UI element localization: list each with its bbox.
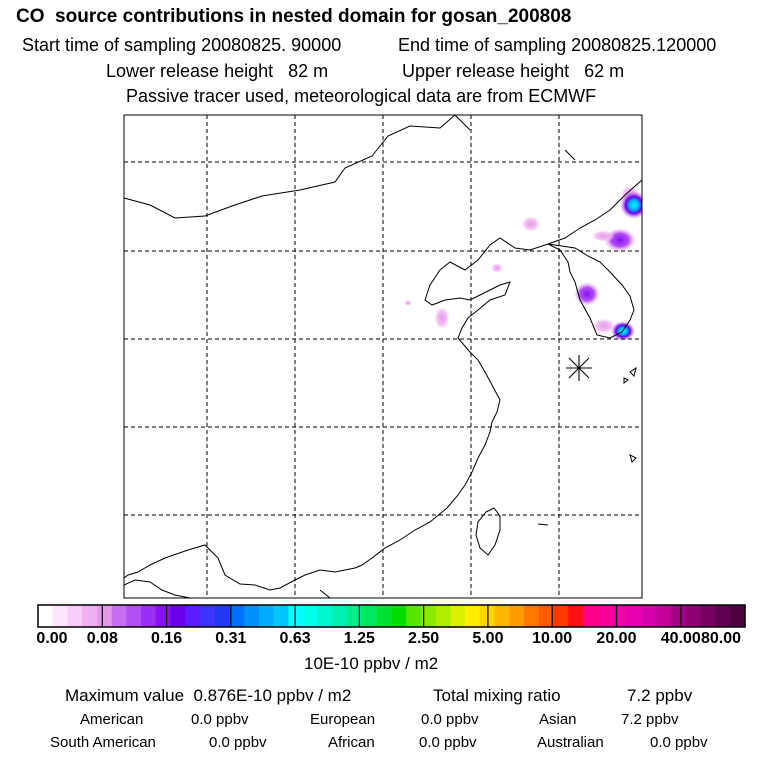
colorbar-cell (509, 605, 525, 627)
region-name: African (328, 734, 375, 751)
colorbar-cell (288, 605, 304, 627)
colorbar-cell (96, 605, 113, 627)
coastline-layer (124, 115, 642, 598)
colorbar-tick-label: 40.00 (660, 630, 701, 647)
region-value: 0.0 ppbv (209, 734, 267, 751)
map-frame (123, 114, 643, 599)
colorbar-tick-label: 1.25 (343, 630, 375, 647)
region-name: Australian (537, 734, 604, 751)
colorbar-tick-label: 0.63 (279, 630, 311, 647)
colorbar-cell (391, 605, 407, 627)
colorbar-cell (229, 605, 245, 627)
colorbar-tick-label: 0.16 (150, 630, 183, 647)
receptor-marker (566, 355, 592, 381)
colorbar-cell (582, 605, 599, 627)
colorbar-cell (185, 605, 201, 627)
colorbar-cell (362, 605, 378, 627)
colorbar-cell (435, 605, 452, 627)
colorbar-cell (155, 605, 172, 627)
colorbar-tick-label: 80.00 (700, 630, 742, 647)
region-value: 0.0 ppbv (191, 711, 249, 728)
colorbar-cell (332, 605, 348, 627)
colorbar-cell (597, 605, 614, 627)
colorbar-cell (170, 605, 186, 627)
region-name: European (310, 711, 376, 728)
colorbar-cell (82, 605, 98, 627)
colorbar-cell (303, 605, 319, 627)
colorbar-cell (244, 605, 260, 627)
colorbar-cell (686, 605, 702, 627)
colorbar-cell (406, 605, 422, 627)
colorbar-cell (200, 605, 216, 627)
colorbar-cell (568, 605, 584, 627)
colorbar-cell (553, 605, 569, 627)
region-name: South American (50, 734, 156, 751)
plume-korea-coast-north (620, 191, 642, 219)
colorbar-cell (450, 605, 466, 627)
colorbar-cell (126, 605, 142, 627)
colorbar-cell (317, 605, 334, 627)
colorbar (38, 605, 746, 627)
colorbar-cell (111, 605, 127, 627)
region-value: 0.0 ppbv (419, 734, 477, 751)
start-sampling-text: Start time of sampling 20080825. 90000 (22, 35, 342, 55)
colorbar-frame (37, 604, 746, 628)
colorbar-tick-label: 0.08 (86, 630, 118, 647)
colorbar-cell (627, 605, 643, 627)
colorbar-cell (67, 605, 83, 627)
total-label: Total mixing ratio (433, 686, 561, 705)
colorbar-tick-label: 0.00 (36, 630, 68, 647)
total-value: 7.2 ppbv (627, 686, 693, 705)
colorbar-cell (671, 605, 687, 627)
colorbar-cell (214, 605, 231, 627)
region-value: 7.2 ppbv (621, 711, 679, 728)
tracer-note-text: Passive tracer used, meteorological data… (126, 86, 597, 106)
colorbar-cell (141, 605, 157, 627)
colorbar-tick-label: 10.00 (532, 630, 573, 647)
colorbar-cell (347, 605, 363, 627)
colorbar-cell (656, 605, 672, 627)
colorbar-cell (538, 605, 555, 627)
colorbar-cell (38, 605, 54, 627)
grid-lines (124, 115, 642, 598)
lower-release-text: Lower release height 82 m (106, 61, 329, 81)
colorbar-tick-label: 5.00 (472, 630, 504, 647)
colorbar-tick-label: 20.00 (596, 630, 637, 647)
region-name: American (80, 711, 144, 728)
chart-title: CO source contributions in nested domain… (16, 6, 572, 27)
upper-release-text: Upper release height 62 m (402, 61, 625, 81)
colorbar-cell (730, 605, 746, 627)
plume-manchuria (521, 216, 541, 232)
end-sampling-text: End time of sampling 20080825.120000 (398, 35, 717, 55)
colorbar-unit: 10E-10 ppbv / m2 (304, 654, 439, 673)
colorbar-cell (700, 605, 717, 627)
region-name: Asian (539, 711, 577, 728)
colorbar-tick-label: 0.31 (215, 630, 247, 647)
region-value: 0.0 ppbv (650, 734, 708, 751)
colorbar-cell (258, 605, 275, 627)
colorbar-cell (420, 605, 437, 627)
colorbar-cell (465, 605, 481, 627)
region-value: 0.0 ppbv (421, 711, 479, 728)
colorbar-cell (494, 605, 510, 627)
colorbar-cell (715, 605, 731, 627)
colorbar-cell (641, 605, 658, 627)
colorbar-cell (524, 605, 540, 627)
colorbar-tick-label: 2.50 (408, 630, 440, 647)
colorbar-cell (612, 605, 628, 627)
plume-shandong (434, 306, 450, 330)
colorbar-cell (52, 605, 69, 627)
colorbar-cell (376, 605, 393, 627)
colorbar-cell (273, 605, 289, 627)
max-value-text: Maximum value 0.876E-10 ppbv / m2 (65, 686, 352, 705)
